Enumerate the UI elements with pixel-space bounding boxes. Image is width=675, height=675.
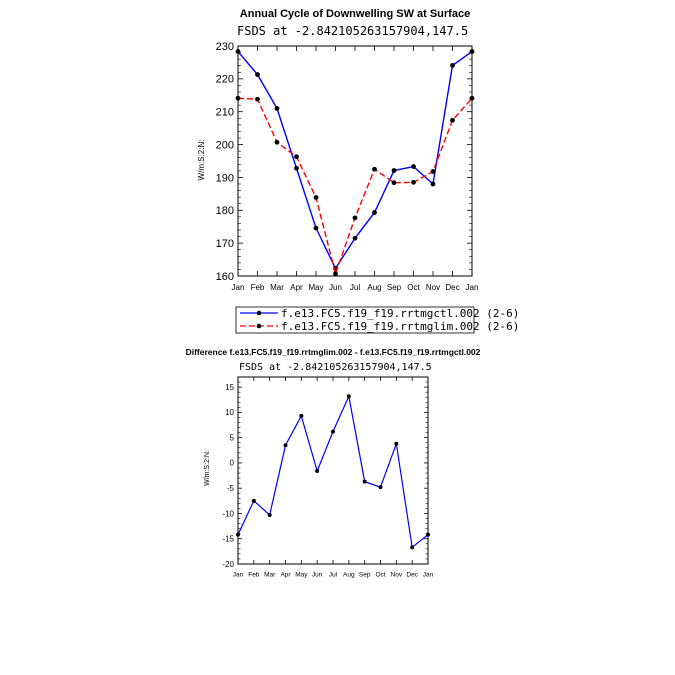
data-point <box>394 441 399 446</box>
legend-marker-lim <box>256 323 262 329</box>
y-tick-label: 5 <box>230 433 235 442</box>
bottom-chart: Difference f.e13.FC5.f19_f19.rrtmglim.00… <box>186 347 481 579</box>
x-tick-label: Aug <box>367 283 381 292</box>
y-tick-label: 160 <box>216 271 234 283</box>
x-tick-label: May <box>308 283 323 292</box>
plot-frame <box>237 376 429 565</box>
y-tick-label: 170 <box>216 238 234 250</box>
x-tick-label: Jun <box>312 572 323 579</box>
y-tick-label: 200 <box>216 139 234 151</box>
y-tick-label: -20 <box>222 560 234 569</box>
bottom-chart-title: Difference f.e13.FC5.f19_f19.rrtmglim.00… <box>186 347 481 357</box>
data-point <box>313 225 319 231</box>
y-tick-label: 10 <box>225 408 234 417</box>
data-point <box>352 215 358 221</box>
data-point <box>331 429 335 434</box>
x-tick-label: Aug <box>343 572 355 579</box>
top-chart-ylabel: W/m:S:2:N: <box>197 140 206 181</box>
x-tick-label: Jan <box>232 283 245 292</box>
data-point <box>267 512 272 517</box>
x-tick-label: Oct <box>407 283 420 292</box>
data-point <box>283 443 288 448</box>
data-point <box>251 498 256 503</box>
x-tick-label: Apr <box>290 283 303 292</box>
top-chart: Annual Cycle of Downwelling SW at Surfac… <box>197 8 478 292</box>
data-point <box>315 469 320 474</box>
x-tick-label: Dec <box>406 572 418 579</box>
data-point <box>274 139 280 145</box>
x-tick-label: May <box>295 572 308 579</box>
legend-box <box>235 306 475 334</box>
x-tick-label: Mar <box>264 572 276 579</box>
data-point <box>411 164 416 169</box>
data-point <box>294 165 299 171</box>
top-chart-title: Annual Cycle of Downwelling SW at Surfac… <box>240 8 470 20</box>
x-tick-label: Mar <box>270 283 284 292</box>
x-tick-label: Jun <box>329 283 342 292</box>
top-chart-subtitle: FSDS at -2.842105263157904,147.5 <box>237 24 468 38</box>
data-point <box>274 106 280 111</box>
x-tick-label: Jan <box>233 572 244 579</box>
x-tick-label: Sep <box>387 283 402 292</box>
x-tick-label: Oct <box>375 572 385 579</box>
data-point <box>313 195 319 200</box>
data-point <box>372 210 377 215</box>
x-tick-label: Jan <box>466 283 479 292</box>
data-point <box>299 413 304 418</box>
data-point <box>391 180 397 186</box>
legend-label-ctl: f.e13.FC5.f19_f19.rrtmgctl.002 (2-6) <box>281 307 519 320</box>
y-tick-label: 15 <box>225 383 234 392</box>
legend-marker-ctl <box>256 310 262 316</box>
data-point <box>391 168 397 173</box>
data-point <box>469 95 475 101</box>
x-tick-label: Nov <box>426 283 440 292</box>
x-tick-label: Feb <box>251 283 265 292</box>
x-tick-label: Jan <box>423 572 434 579</box>
y-tick-label: 0 <box>230 459 235 468</box>
y-tick-label: 230 <box>216 41 234 53</box>
data-point <box>346 394 351 399</box>
data-point <box>362 479 367 484</box>
y-tick-label: 210 <box>216 107 234 119</box>
y-tick-label: 180 <box>216 205 234 217</box>
y-tick-label: 190 <box>216 172 234 184</box>
data-point <box>430 169 436 174</box>
data-point <box>450 117 455 123</box>
series-line-1 <box>237 97 473 277</box>
data-point <box>255 72 260 77</box>
legend: f.e13.FC5.f19_f19.rrtmgctl.002 (2-6) f.e… <box>235 306 519 334</box>
data-point <box>378 485 383 490</box>
y-tick-label: -10 <box>222 509 234 518</box>
y-tick-label: -15 <box>222 535 234 544</box>
bottom-chart-ylabel: W/m:S:2:N: <box>204 450 211 486</box>
data-point <box>469 49 475 54</box>
data-point <box>410 545 415 550</box>
legend-label-lim: f.e13.FC5.f19_f19.rrtmglim.002 (2-6) <box>281 320 519 333</box>
data-point <box>426 532 430 537</box>
x-tick-label: Jul <box>329 572 338 579</box>
data-point <box>450 62 455 68</box>
x-tick-label: Apr <box>280 572 291 579</box>
data-point <box>430 181 436 187</box>
data-point <box>255 96 260 102</box>
data-point <box>294 154 299 160</box>
x-tick-label: Dec <box>445 283 459 292</box>
data-point <box>372 166 377 172</box>
data-point <box>333 271 338 277</box>
x-tick-label: Nov <box>391 572 403 579</box>
data-point <box>235 95 241 101</box>
x-tick-label: Sep <box>359 572 371 579</box>
data-point <box>352 235 358 241</box>
x-tick-label: Feb <box>248 572 260 579</box>
series-line-0 <box>237 394 429 549</box>
data-point <box>411 179 416 185</box>
data-point <box>236 532 240 537</box>
bottom-chart-subtitle: FSDS at -2.842105263157904,147.5 <box>239 362 432 373</box>
x-tick-label: Jul <box>350 283 360 292</box>
y-tick-label: 220 <box>216 74 234 86</box>
y-tick-label: -5 <box>227 484 235 493</box>
data-point <box>235 49 241 54</box>
